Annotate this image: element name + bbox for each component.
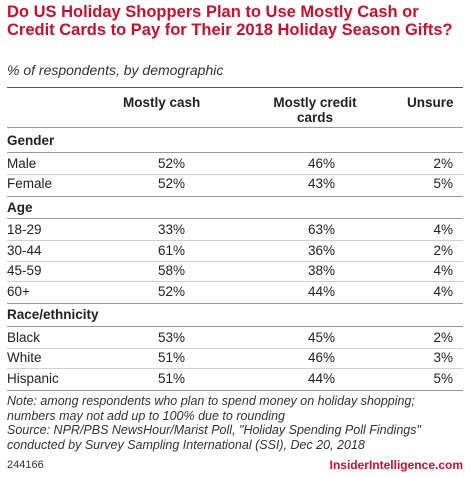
table-row: 60+ 52% 44% 4% [7,282,463,302]
value-cell: 61% [157,242,185,258]
row-label: 45-59 [7,263,42,278]
value-cell: 52% [157,283,185,299]
table-row: 45-59 58% 38% 4% [7,261,463,282]
row-label: White [7,350,42,365]
group-label: Race/ethnicity [7,307,99,322]
value-cell: 33% [157,222,185,237]
value-cell: 46% [307,350,335,365]
group-header: Age [7,198,463,218]
brand-logo: InsiderIntelligence.com [329,458,463,472]
header-rule [7,127,463,128]
chart-id: 244166 [7,459,44,471]
row-label: Hispanic [7,370,59,386]
group-rule [7,151,463,153]
value-cell: 5% [433,176,453,191]
value-cell: 51% [157,370,185,386]
row-label: 60+ [7,283,30,299]
table-row: Male 52% 46% 2% [7,154,463,175]
table-row: Hispanic 51% 44% 5% [7,369,463,389]
row-label: 30-44 [7,242,42,258]
value-cell: 63% [307,222,335,237]
value-cell: 58% [157,263,185,278]
table-row: Female 52% 43% 5% [7,174,463,194]
group-header: Race/ethnicity [7,305,463,325]
bottom-rule [7,390,463,391]
value-cell: 53% [157,329,185,345]
value-cell: 52% [157,176,185,191]
group-separator [7,195,463,197]
group-rule [7,218,463,219]
source-text: Source: NPR/PBS NewsHour/Marist Poll, "H… [7,423,421,452]
value-cell: 38% [307,263,335,278]
row-label: Black [7,329,41,345]
group-header: Gender [7,131,463,151]
row-label: Male [7,155,37,171]
value-cell: 4% [433,263,453,278]
value-cell: 44% [307,370,335,386]
table-row: 30-44 61% 36% 2% [7,241,463,262]
value-cell: 2% [433,242,453,258]
value-cell: 44% [307,283,335,299]
footnote: Note: among respondents who plan to spen… [7,394,463,452]
value-cell: 4% [433,283,453,299]
value-cell: 5% [433,370,453,386]
value-cell: 52% [157,155,185,171]
table-row: Black 53% 45% 2% [7,328,463,349]
group-separator [7,303,463,304]
header-credit-line1: Mostly credit [273,95,357,110]
value-cell: 2% [433,155,453,171]
value-cell: 36% [307,242,335,258]
note-text: Note: among respondents who plan to spen… [7,394,415,423]
row-label: Female [7,176,53,191]
value-cell: 4% [433,222,453,237]
value-cell: 46% [307,155,335,171]
group-rule [7,325,463,327]
value-cell: 45% [307,329,335,345]
value-cell: 51% [157,350,185,365]
table-row: White 51% 46% 3% [7,348,463,369]
header-mostly-credit-cards: Mostly credit cards [262,95,368,125]
header-credit-line2: cards [296,110,334,125]
header-mostly-cash: Mostly cash [123,95,201,110]
row-label: 18-29 [7,222,42,237]
table-row: 18-29 33% 63% 4% [7,220,463,241]
top-rule [7,87,463,88]
value-cell: 43% [307,176,335,191]
chart-subtitle: % of respondents, by demographic [7,62,224,78]
value-cell: 3% [433,350,453,365]
group-label: Age [7,199,33,215]
group-label: Gender [7,133,55,148]
value-cell: 2% [433,329,453,345]
header-unsure: Unsure [407,95,454,110]
chart-title: Do US Holiday Shoppers Plan to Use Mostl… [7,3,453,39]
